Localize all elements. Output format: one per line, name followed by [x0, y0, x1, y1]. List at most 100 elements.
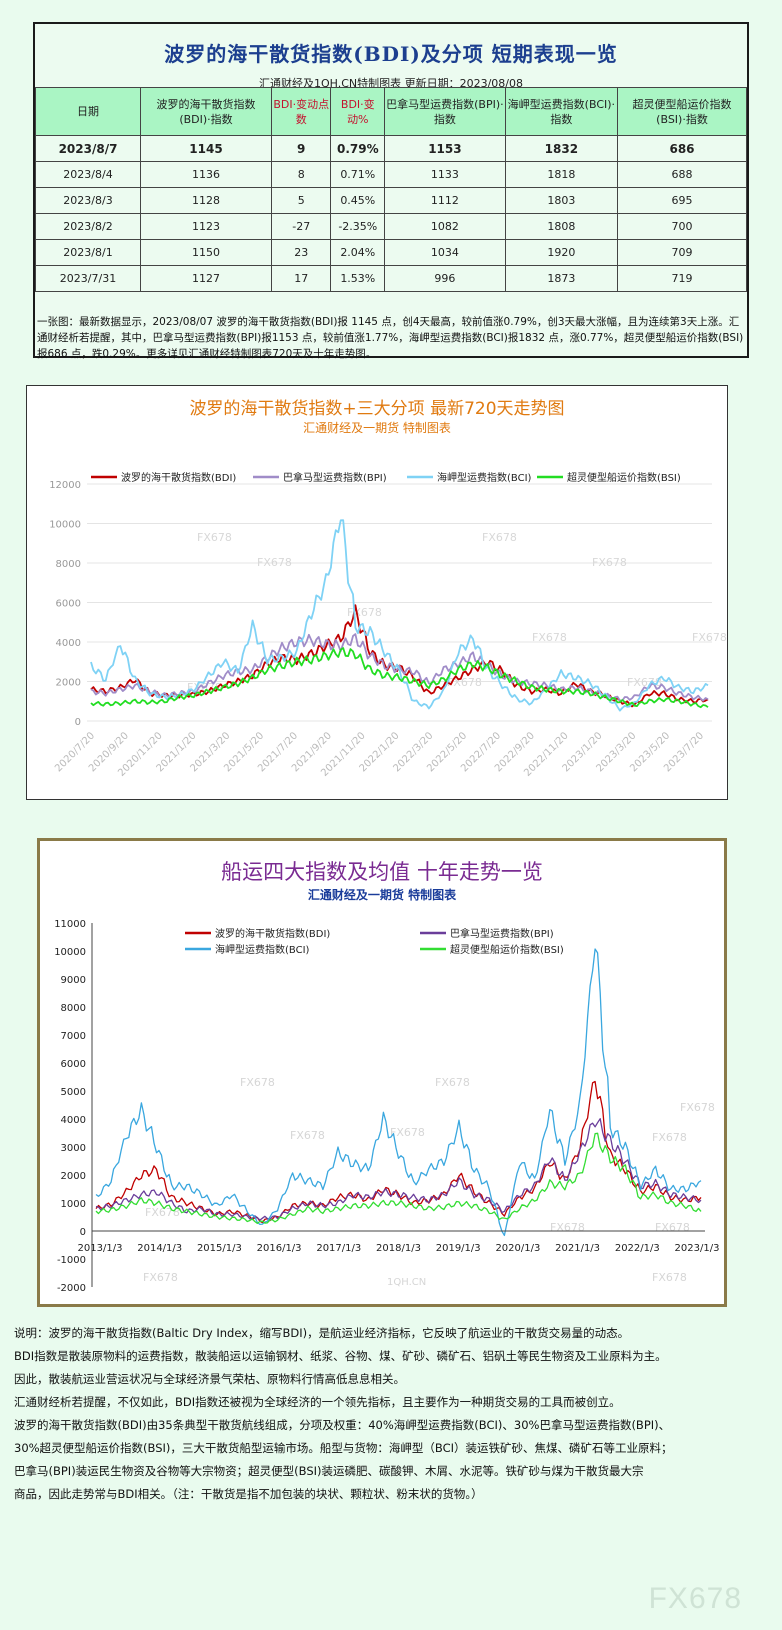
- cell-bsi: 700: [617, 213, 747, 240]
- cell-bpi: 1082: [384, 213, 506, 240]
- cell-change-pct: 2.04%: [330, 239, 386, 266]
- series-line: [95, 1118, 702, 1221]
- chart-10y-svg: 船运四大指数及均值 十年走势一览 汇通财经及一期货 特制图表 FX678 FX67…: [54, 860, 719, 1294]
- y-tick-label: -1000: [57, 1255, 86, 1266]
- cell-change-pct: 0.45%: [330, 187, 386, 214]
- summary-note: 一张图：最新数据显示，2023/08/07 波罗的海干散货指数(BDI)报 11…: [37, 316, 744, 360]
- cell-bsi: 709: [617, 239, 747, 266]
- cell-change: -27: [270, 213, 332, 240]
- cell-date: 2023/8/4: [35, 161, 141, 188]
- cell-bdi: 1150: [140, 239, 272, 266]
- watermark: FX678: [435, 1076, 470, 1089]
- header-bpi: 巴拿马型运费指数(BPI)·指数: [384, 87, 506, 136]
- y-tick-label: 5000: [61, 1087, 86, 1098]
- watermark: FX678: [447, 676, 482, 689]
- table-row: 2023/8/7 1145 9 0.79% 1153 1832 686: [35, 135, 747, 162]
- table-row: 2023/8/4 1136 8 0.71% 1133 1818 688: [35, 161, 747, 188]
- table-row: 2023/8/3 1128 5 0.45% 1112 1803 695: [35, 187, 747, 214]
- table-row: 2023/8/2 1123 -27 -2.35% 1082 1808 700: [35, 213, 747, 240]
- watermark: FX678: [652, 1271, 687, 1284]
- x-tick-label: 2015/1/3: [197, 1243, 242, 1254]
- cell-bdi: 1123: [140, 213, 272, 240]
- watermark: FX678: [143, 1271, 178, 1284]
- x-tick-label: 2016/1/3: [257, 1243, 302, 1254]
- table-header-row: 日期 波罗的海干散货指数(BDI)·指数 BDI·变动点数 BDI·变动% 巴拿…: [35, 87, 747, 136]
- y-tick-label: 8000: [61, 1003, 86, 1014]
- series-line: [95, 1080, 702, 1224]
- x-tick-label: 2018/1/3: [376, 1243, 421, 1254]
- cell-bdi: 1136: [140, 161, 272, 188]
- summary-subtitle: 汇通财经及1QH.CN特制图表 更新日期：2023/08/08: [258, 77, 524, 90]
- description-line: 汇通财经析若提醒，不仅如此，BDI指数还被视为全球经济的一个领先指标，且主要作为…: [14, 1395, 621, 1409]
- watermark: FX678: [627, 676, 662, 689]
- summary-title: 波罗的海干散货指数(BDI)及分项 短期表现一览: [164, 42, 618, 66]
- header-bdi: 波罗的海干散货指数(BDI)·指数: [140, 87, 272, 136]
- x-tick-label: 2021/1/3: [555, 1243, 600, 1254]
- y-tick-label: 3000: [61, 1143, 86, 1154]
- legend-label: 超灵便型船运价指数(BSI): [450, 943, 564, 956]
- y-tick-label: 7000: [61, 1031, 86, 1042]
- chart-720-subtitle: 汇通财经及一期货 特制图表: [303, 420, 451, 435]
- cell-change: 23: [270, 239, 332, 266]
- cell-bci: 1920: [504, 239, 619, 266]
- series-line: [90, 647, 709, 709]
- page-watermark: FX678: [648, 1582, 742, 1615]
- watermark: FX678: [532, 631, 567, 644]
- watermark: FX678: [655, 1221, 690, 1234]
- legend-label: 巴拿马型运费指数(BPI): [450, 927, 554, 940]
- description-line: BDI指数是散装原物料的运费指数，散装船运以运输钢材、纸浆、谷物、煤、矿砂、磷矿…: [14, 1349, 667, 1363]
- watermark: FX678: [592, 556, 627, 569]
- y-tick-label: 0: [80, 1227, 86, 1238]
- watermark: FX678: [347, 606, 382, 619]
- table-row: 2023/8/1 1150 23 2.04% 1034 1920 709: [35, 239, 747, 266]
- legend-label: 海岬型运费指数(BCI): [437, 471, 532, 484]
- chart-720-svg: 波罗的海干散货指数+三大分项 最新720天走势图 汇通财经及一期货 特制图表 F…: [49, 399, 727, 779]
- cell-date: 2023/8/3: [35, 187, 141, 214]
- description-line: 因此，散装航运业营运状况与全球经济景气荣枯、原物料行情高低息息相关。: [14, 1372, 405, 1386]
- cell-bpi: 1112: [384, 187, 506, 214]
- description-line: 说明：波罗的海干散货指数(Baltic Dry Index，缩写BDI)，是航运…: [14, 1326, 630, 1340]
- chart-10y-subtitle: 汇通财经及一期货 特制图表: [308, 887, 457, 902]
- y-tick-label: -2000: [57, 1283, 86, 1294]
- y-tick-label: 4000: [56, 638, 81, 649]
- cell-change: 9: [270, 135, 332, 162]
- y-tick-label: 6000: [61, 1059, 86, 1070]
- cell-date: 2023/8/1: [35, 239, 141, 266]
- cell-bsi: 686: [617, 135, 747, 162]
- cell-bci: 1818: [504, 161, 619, 188]
- cell-change-pct: 0.79%: [330, 135, 386, 162]
- chart-10y-title: 船运四大指数及均值 十年走势一览: [221, 860, 543, 884]
- cell-bpi: 1034: [384, 239, 506, 266]
- legend-label: 超灵便型船运价指数(BSI): [567, 471, 681, 484]
- description-line: 商品，因此走势常与BDI相关。（注：干散货是指不加包装的块状、颗粒状、粉末状的货…: [14, 1487, 483, 1501]
- watermark: FX678: [692, 631, 727, 644]
- watermark: FX678: [240, 1076, 275, 1089]
- watermark: FX678: [680, 1101, 715, 1114]
- header-bsi: 超灵便型船运价指数(BSI)·指数: [617, 87, 747, 136]
- cell-bsi: 688: [617, 161, 747, 188]
- watermark: FX678: [390, 1126, 425, 1139]
- chart-720-title: 波罗的海干散货指数+三大分项 最新720天走势图: [189, 399, 564, 419]
- cell-bci: 1832: [504, 135, 619, 162]
- legend-label: 波罗的海干散货指数(BDI): [121, 471, 236, 484]
- cell-bci: 1808: [504, 213, 619, 240]
- description-line: 30%超灵便型船运价指数(BSI)，三大干散货船型运输市场。船型与货物：海岬型（…: [14, 1441, 673, 1455]
- y-tick-label: 9000: [61, 975, 86, 986]
- cell-bpi: 996: [384, 265, 506, 292]
- cell-bdi: 1145: [140, 135, 272, 162]
- cell-change-pct: 1.53%: [330, 265, 386, 292]
- cell-bdi: 1127: [140, 265, 272, 292]
- chart-10y-panel: 船运四大指数及均值 十年走势一览 汇通财经及一期货 特制图表 FX678 FX67…: [37, 838, 727, 1307]
- x-tick-label: 2013/1/3: [78, 1243, 123, 1254]
- description: 说明：波罗的海干散货指数(Baltic Dry Index，缩写BDI)，是航运…: [14, 1322, 774, 1506]
- legend-label: 巴拿马型运费指数(BPI): [283, 471, 387, 484]
- x-tick-label: 2020/1/3: [495, 1243, 540, 1254]
- cell-bci: 1873: [504, 265, 619, 292]
- y-tick-label: 1000: [61, 1199, 86, 1210]
- series-line: [90, 633, 709, 702]
- header-date: 日期: [35, 87, 141, 136]
- y-tick-label: 0: [75, 717, 81, 728]
- cell-change-pct: -2.35%: [330, 213, 386, 240]
- watermark: FX678: [652, 1131, 687, 1144]
- y-tick-label: 10000: [49, 520, 81, 531]
